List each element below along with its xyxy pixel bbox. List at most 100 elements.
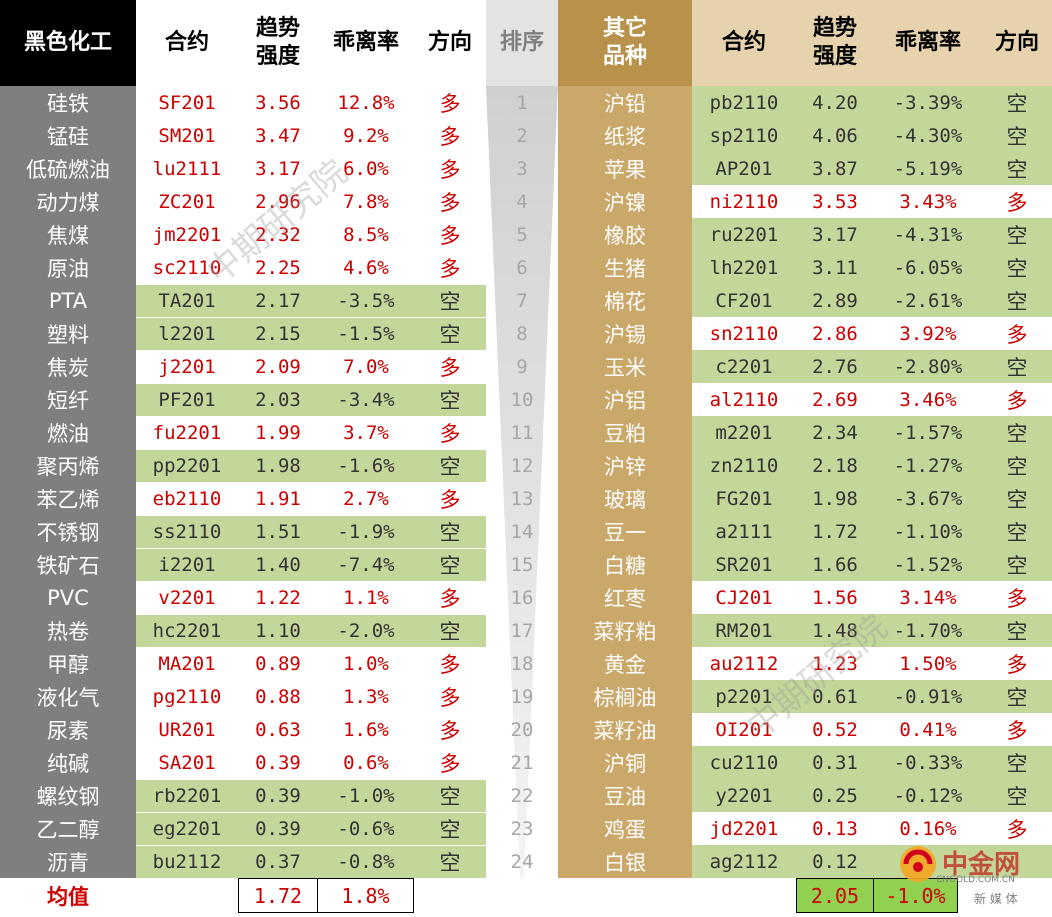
header-contract-right: 合约	[692, 0, 796, 86]
left-trend-strength: 3.47	[238, 119, 318, 152]
right-contract: ag2112	[692, 845, 796, 878]
right-contract: lh2201	[692, 251, 796, 284]
table-row: 铁矿石 i2201 1.40 -7.4% 空 15 白糖 SR201 1.66 -1.52% 空	[0, 548, 1052, 581]
right-deviation: -4.31%	[874, 218, 982, 251]
header-trend-line1: 趋势	[255, 16, 300, 41]
right-deviation: 3.92%	[874, 317, 982, 350]
right-contract: y2201	[692, 779, 796, 812]
right-deviation: 0.16%	[874, 812, 982, 845]
right-commodity-name: 豆粕	[558, 416, 692, 449]
left-commodity-name: 热卷	[0, 614, 136, 647]
left-contract: ZC201	[136, 185, 238, 218]
right-direction: 空	[982, 218, 1052, 251]
left-deviation: -3.5%	[318, 284, 414, 317]
right-commodity-name: 红枣	[558, 581, 692, 614]
row-divider	[136, 746, 486, 747]
cngold-logo: 中金网 CNGOLD.COM.CN 新 媒 体	[896, 842, 1052, 913]
right-trend-strength: 3.53	[796, 185, 874, 218]
row-divider	[136, 779, 486, 780]
left-trend-strength: 1.98	[238, 449, 318, 482]
row-divider	[136, 383, 486, 384]
right-direction: 空	[982, 449, 1052, 482]
left-contract: lu2111	[136, 152, 238, 185]
right-commodity-name: 棕榈油	[558, 680, 692, 713]
left-trend-strength: 1.51	[238, 515, 318, 548]
right-commodity-name: 沪镍	[558, 185, 692, 218]
left-deviation: 12.8%	[318, 86, 414, 119]
right-trend-strength: 2.76	[796, 350, 874, 383]
left-deviation: 2.7%	[318, 482, 414, 515]
left-contract: jm2201	[136, 218, 238, 251]
header-direction-right: 方向	[982, 0, 1052, 86]
right-deviation: -0.33%	[874, 746, 982, 779]
right-contract: ni2110	[692, 185, 796, 218]
header-trend-line2: 强度	[812, 44, 857, 69]
left-trend-strength: 1.22	[238, 581, 318, 614]
right-trend-strength: 1.23	[796, 647, 874, 680]
right-contract: CF201	[692, 284, 796, 317]
right-direction: 多	[982, 713, 1052, 746]
header-deviation-right: 乖离率	[874, 0, 982, 86]
right-contract: pb2110	[692, 86, 796, 119]
right-deviation: 3.46%	[874, 383, 982, 416]
left-commodity-name: 铁矿石	[0, 548, 136, 581]
left-direction: 多	[414, 152, 486, 185]
right-trend-strength: 1.72	[796, 515, 874, 548]
left-contract: MA201	[136, 647, 238, 680]
rank-number: 7	[516, 289, 528, 312]
left-contract: sc2110	[136, 251, 238, 284]
row-divider	[136, 713, 486, 714]
left-direction: 多	[414, 713, 486, 746]
left-trend-strength: 0.39	[238, 779, 318, 812]
left-contract: UR201	[136, 713, 238, 746]
right-commodity-name: 玻璃	[558, 482, 692, 515]
right-deviation: -1.52%	[874, 548, 982, 581]
logo-url: CNGOLD.COM.CN	[936, 875, 1015, 885]
left-direction: 多	[414, 86, 486, 119]
left-trend-strength: 2.15	[238, 317, 318, 350]
left-direction: 空	[414, 449, 486, 482]
left-trend-strength: 0.39	[238, 746, 318, 779]
right-contract: p2201	[692, 680, 796, 713]
average-left-trend: 1.72	[238, 878, 318, 913]
left-commodity-name: 短纤	[0, 383, 136, 416]
table-row: 硅铁 SF201 3.56 12.8% 多 1 沪铅 pb2110 4.20 -3.39% 空	[0, 86, 1052, 119]
logo-mark-icon	[900, 846, 936, 882]
right-direction: 空	[982, 416, 1052, 449]
right-deviation: 1.50%	[874, 647, 982, 680]
left-deviation: 3.7%	[318, 416, 414, 449]
table-row: 乙二醇 eg2201 0.39 -0.6% 空 23 鸡蛋 jd2201 0.13 0.16% 多	[0, 812, 1052, 845]
right-commodity-name: 生猪	[558, 251, 692, 284]
right-direction: 空	[982, 680, 1052, 713]
left-deviation: 8.5%	[318, 218, 414, 251]
left-direction: 空	[414, 383, 486, 416]
table-row: PVC v2201 1.22 1.1% 多 16 红枣 CJ201 1.56 3.14% 多	[0, 581, 1052, 614]
right-deviation: -0.91%	[874, 680, 982, 713]
left-deviation: 6.0%	[318, 152, 414, 185]
left-direction: 多	[414, 416, 486, 449]
left-deviation: -0.8%	[318, 845, 414, 878]
left-deviation: 9.2%	[318, 119, 414, 152]
header-right-title-line1: 其它	[602, 16, 647, 41]
left-trend-strength: 0.39	[238, 812, 318, 845]
left-trend-strength: 3.56	[238, 86, 318, 119]
right-trend-strength: 1.98	[796, 482, 874, 515]
right-contract: jd2201	[692, 812, 796, 845]
right-direction: 空	[982, 350, 1052, 383]
right-contract: m2201	[692, 416, 796, 449]
left-direction: 空	[414, 779, 486, 812]
logo-name: 中金网	[942, 850, 1021, 880]
right-contract: au2112	[692, 647, 796, 680]
right-deviation: -0.12%	[874, 779, 982, 812]
left-direction: 空	[414, 284, 486, 317]
right-trend-strength: 0.52	[796, 713, 874, 746]
left-deviation: 1.6%	[318, 713, 414, 746]
left-direction: 多	[414, 482, 486, 515]
left-direction: 空	[414, 317, 486, 350]
left-contract: eg2201	[136, 812, 238, 845]
left-contract: j2201	[136, 350, 238, 383]
logo-sub: 新 媒 体	[974, 892, 1018, 906]
rank-number: 17	[510, 619, 534, 642]
right-direction: 空	[982, 548, 1052, 581]
table-row: 燃油 fu2201 1.99 3.7% 多 11 豆粕 m2201 2.34 -1.57% 空	[0, 416, 1052, 449]
